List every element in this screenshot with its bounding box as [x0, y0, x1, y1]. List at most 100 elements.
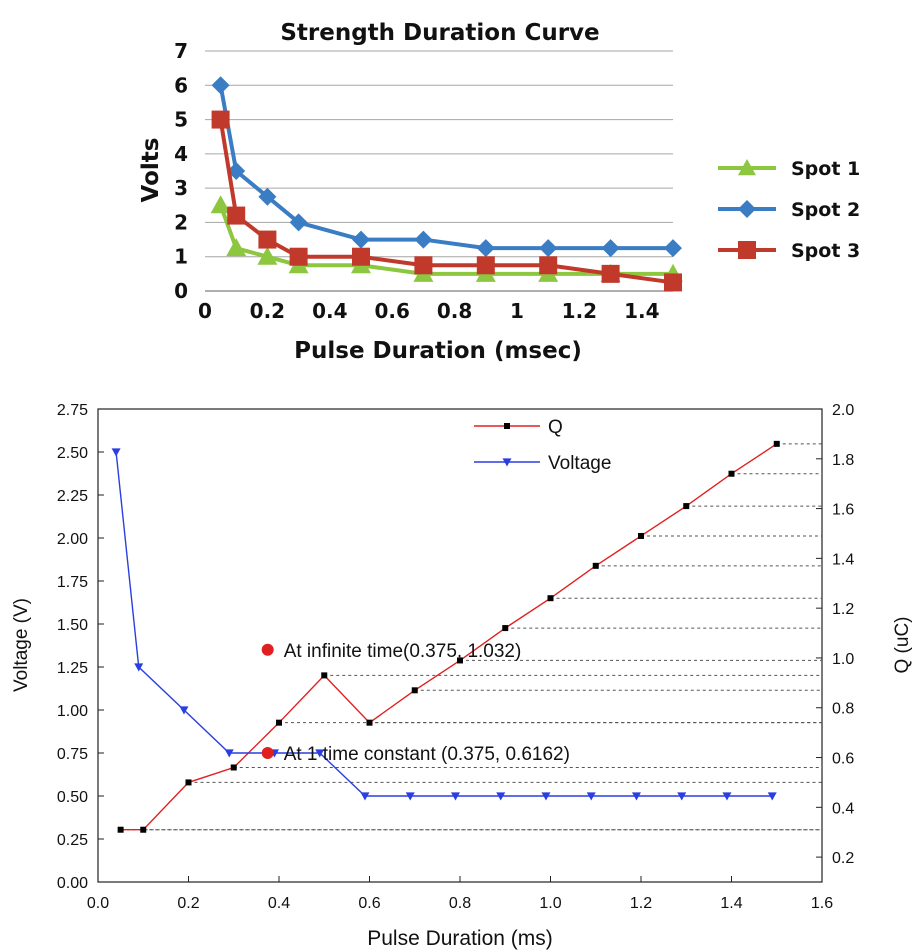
top-x-tick-label: 0.2 [250, 299, 285, 323]
bottom-legend-label: Q [548, 417, 563, 438]
top-data-point [414, 256, 433, 275]
top-legend-label: Spot 2 [791, 199, 860, 221]
top-data-point [352, 230, 370, 249]
q-point [140, 826, 147, 833]
top-data-point [664, 239, 682, 258]
top-y-tick-label: 4 [174, 142, 188, 166]
left-tick-label: 1.75 [57, 574, 88, 591]
top-chart-legend: Spot 1 Spot 2 Spot 3 [718, 158, 860, 262]
top-x-tick-label: 0.8 [437, 299, 472, 323]
annotation-marker [261, 643, 274, 656]
bottom-chart-y2-axis-label: Q (uC) [892, 617, 913, 674]
left-tick-label: 2.25 [57, 488, 88, 505]
voltage-point [722, 792, 732, 801]
x-tick-label: 1.2 [630, 895, 652, 912]
voltage-point [134, 663, 144, 672]
q-point [411, 687, 418, 694]
legend-marker [504, 423, 510, 429]
left-tick-label: 0.75 [57, 746, 88, 763]
top-data-point [476, 256, 495, 275]
q-point [592, 562, 599, 569]
top-series-line [218, 204, 673, 276]
q-point [638, 532, 644, 539]
voltage-point [315, 749, 325, 758]
right-tick-label: 1.0 [832, 651, 854, 668]
strength-duration-chart: Strength Duration Curve 0 1 2 3 4 5 6 7 0 0.2 0.4… [138, 20, 860, 364]
top-data-point [227, 206, 246, 225]
annotation-text: At 1 time constant (0.375, 0.6162) [284, 744, 570, 765]
bottom-chart-annotations: At infinite time(0.375, 1.032) At 1 time … [261, 641, 570, 765]
top-chart-gridlines [205, 50, 673, 258]
top-x-tick-label: 1.4 [624, 299, 659, 323]
top-y-tick-label: 7 [174, 39, 188, 63]
top-data-point [414, 230, 433, 249]
x-tick-label: 0.6 [358, 895, 380, 912]
series-q [117, 440, 780, 833]
voltage-charge-chart: 0.00 0.25 0.50 0.75 1.00 1.25 1.50 1.75 2.00 2.25… [11, 402, 913, 950]
left-tick-label: 1.00 [57, 703, 88, 720]
right-tick-label: 0.4 [832, 800, 854, 817]
top-data-point [211, 76, 230, 95]
bottom-legend-label: Voltage [548, 453, 611, 474]
top-data-point [539, 239, 558, 258]
top-chart-title: Strength Duration Curve [280, 20, 599, 46]
top-y-tick-label: 3 [174, 176, 188, 200]
q-point [185, 779, 192, 786]
series-line [120, 443, 778, 831]
q-point [321, 672, 328, 679]
top-legend-label: Spot 3 [791, 240, 860, 262]
q-point [683, 503, 690, 510]
left-tick-label: 2.50 [57, 445, 88, 462]
x-tick-label: 1.6 [811, 895, 833, 912]
q-point [230, 764, 237, 771]
right-tick-label: 1.4 [832, 551, 854, 568]
voltage-point [631, 792, 641, 801]
top-y-tick-label: 2 [174, 210, 188, 234]
voltage-point [405, 792, 415, 801]
right-tick-label: 0.2 [832, 850, 854, 867]
voltage-point [677, 792, 687, 801]
top-data-point [664, 273, 682, 292]
right-tick-label: 1.8 [832, 452, 854, 469]
q-point [276, 719, 282, 726]
left-tick-label: 0.25 [57, 832, 88, 849]
q-point [773, 440, 780, 447]
x-tick-label: 0.4 [268, 895, 290, 912]
bottom-legend-item: Q [474, 417, 563, 438]
voltage-point [111, 448, 121, 457]
bottom-chart-gridlines [120, 443, 822, 831]
x-tick-label: 0.2 [177, 895, 199, 912]
top-legend-item: Spot 3 [718, 240, 860, 262]
legend-marker [502, 458, 512, 467]
top-x-tick-label: 0 [198, 299, 212, 323]
top-data-point [289, 213, 308, 232]
bottom-chart-series [111, 440, 780, 833]
top-data-point [289, 247, 308, 266]
top-y-tick-label: 1 [174, 245, 188, 269]
right-tick-label: 2.0 [832, 402, 854, 419]
top-legend-item: Spot 1 [718, 158, 860, 180]
bottom-chart-y-axis-label: Voltage (V) [11, 598, 32, 692]
q-point [502, 625, 509, 632]
q-point [547, 595, 554, 602]
top-chart-y-tick-labels: 0 1 2 3 4 5 6 7 [174, 39, 188, 303]
bottom-chart-x-ticks: 0.0 0.2 0.4 0.6 0.8 1.0 1.2 1.4 1.6 [87, 876, 833, 912]
right-tick-label: 0.6 [832, 751, 854, 768]
top-chart-y-axis-label: Volts [138, 138, 164, 203]
top-data-point [257, 246, 278, 265]
top-data-point [211, 110, 230, 129]
x-tick-label: 0.8 [449, 895, 471, 912]
left-tick-label: 0.00 [57, 875, 88, 892]
top-series-2 [211, 76, 682, 258]
top-legend-item: Spot 2 [718, 199, 860, 221]
voltage-point [767, 792, 777, 801]
annotation-text: At infinite time(0.375, 1.032) [284, 641, 522, 662]
q-point [117, 826, 124, 833]
top-chart-x-tick-labels: 0 0.2 0.4 0.6 0.8 1 1.2 1.4 [198, 299, 659, 323]
voltage-point [496, 792, 506, 801]
top-y-tick-label: 6 [174, 73, 188, 97]
top-x-tick-label: 0.4 [312, 299, 347, 323]
legend-marker [738, 241, 756, 259]
top-data-point [601, 264, 620, 283]
q-point [457, 657, 463, 664]
